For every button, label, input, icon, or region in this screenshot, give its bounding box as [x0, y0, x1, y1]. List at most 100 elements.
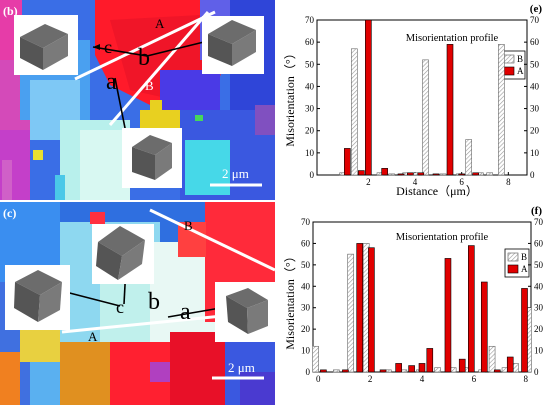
- chart-e-bar-A: [358, 170, 365, 176]
- chart-f-bar-A: [379, 369, 387, 373]
- legend-label-A: A: [521, 264, 528, 274]
- chart-e-svg: (e) Misorientation profile Misorientatio…: [283, 3, 543, 198]
- chart-e-bar-B: [465, 139, 472, 176]
- chart-e-ytick-label-left: 30: [305, 104, 315, 114]
- chart-e-bar-A: [344, 148, 351, 176]
- chart-f-bar-A: [356, 243, 364, 373]
- legend-label-B: B: [521, 252, 527, 262]
- chart-f-ytick-label-right: 50: [534, 260, 544, 270]
- grain-label-a: a: [180, 299, 191, 325]
- chart-e-legend: B A: [500, 50, 526, 80]
- chart-f-bar-A: [368, 247, 375, 373]
- chart-e-bar-B: [422, 59, 429, 176]
- scale-bar-label-b: 2 μm: [222, 166, 249, 181]
- chart-f-ytick-label-right: 70: [534, 217, 544, 227]
- chart-e-bar-B: [498, 44, 505, 176]
- chart-e-bar-A: [432, 173, 440, 176]
- chart-f-bar-B: [312, 345, 319, 373]
- legend-swatch-A: [503, 66, 515, 76]
- chart-e: (e) Misorientation profile Misorientatio…: [277, 0, 550, 200]
- chart-f-xtick-label: 2: [368, 374, 373, 384]
- grain-label-b: b: [138, 45, 150, 71]
- chart-f-bar-A: [493, 369, 501, 373]
- chart-e-bar-B: [439, 173, 447, 176]
- chart-f-bar-A: [458, 358, 466, 373]
- scale-bar-label-c: 2 μm: [228, 360, 255, 375]
- legend-label-B: B: [517, 54, 523, 64]
- line-label-A: A: [88, 329, 98, 344]
- chart-f-ytick-label-left: 0: [306, 367, 311, 377]
- chart-e-ytick-label-right: 60: [530, 37, 540, 47]
- panel-label-e: (e): [530, 3, 543, 15]
- chart-e-ytick-label-right: 40: [530, 81, 540, 91]
- chart-f: (f) Misorientation profile Misorientatio…: [277, 202, 550, 405]
- chart-e-xlabel: Distance（μm）: [396, 184, 478, 198]
- chart-f-ytick-label-left: 10: [301, 346, 311, 356]
- chart-e-xtick-label: 6: [459, 177, 464, 187]
- chart-f-bar-A: [395, 363, 402, 373]
- grain-label-c: c: [116, 297, 124, 317]
- chart-f-xtick-label: 4: [420, 374, 425, 384]
- grain-label-c: c: [104, 37, 112, 57]
- chart-f-bar-A: [521, 288, 528, 373]
- chart-e-bar-A: [458, 173, 465, 176]
- line-label-B: B: [145, 78, 154, 93]
- chart-e-ytick-label-left: 20: [305, 126, 315, 136]
- chart-f-ytick-label-right: 0: [534, 367, 539, 377]
- chart-e-ytick-label-right: 20: [530, 126, 540, 136]
- panel-label-f: (f): [531, 205, 542, 217]
- chart-e-bar-A: [397, 173, 405, 176]
- ebsd-map-b: (b) A B a b c 2 μm: [0, 0, 275, 200]
- chart-e-ytick-label-left: 40: [305, 81, 315, 91]
- chart-f-bar-A: [480, 281, 488, 373]
- chart-e-ytick-label-left: 0: [310, 170, 315, 180]
- chart-f-ytick-label-right: 30: [534, 303, 544, 313]
- chart-e-ylabel: Misorientation（°）: [283, 47, 297, 146]
- chart-e-ytick-label-right: 0: [530, 170, 535, 180]
- chart-f-ytick-label-left: 40: [301, 281, 311, 291]
- chart-f-bar-A: [342, 369, 349, 373]
- chart-f-bar-B: [333, 369, 340, 373]
- chart-e-xtick-label: 2: [366, 177, 371, 187]
- chart-f-bar-A: [408, 365, 415, 373]
- legend-swatch-A: [507, 264, 519, 274]
- line-label-B: B: [184, 218, 193, 233]
- chart-f-ylabel: Misorientation（°）: [283, 250, 297, 349]
- chart-e-ytick-label-left: 10: [305, 148, 315, 158]
- chart-e-bar-A: [472, 172, 479, 176]
- chart-f-bar-A: [468, 245, 475, 373]
- chart-f-ytick-label-left: 20: [301, 324, 311, 334]
- line-label-A: A: [155, 16, 165, 31]
- chart-e-bar-B: [486, 172, 493, 176]
- chart-e-ytick-label-right: 30: [530, 104, 540, 114]
- chart-e-bar-A: [365, 19, 372, 176]
- chart-e-bar-A: [417, 172, 425, 176]
- chart-e-ytick-label-right: 10: [530, 148, 540, 158]
- chart-f-bar-B: [347, 253, 354, 373]
- legend-label-A: A: [517, 66, 524, 76]
- chart-e-bar-A: [381, 168, 388, 176]
- legend-swatch-B: [507, 252, 519, 262]
- chart-f-bar-A: [426, 348, 434, 373]
- chart-f-ytick-label-left: 60: [301, 238, 311, 248]
- panel-label-c: (c): [3, 206, 17, 220]
- chart-e-ytick-label-left: 50: [305, 59, 315, 69]
- chart-f-title: Misorientation profile: [396, 232, 489, 243]
- panel-label-b: (b): [3, 4, 18, 18]
- chart-f-svg: (f) Misorientation profile Misorientatio…: [283, 205, 544, 384]
- chart-f-bar-A: [444, 258, 452, 373]
- chart-e-ytick-label-left: 60: [305, 37, 315, 47]
- chart-f-bar-A: [418, 363, 426, 373]
- chart-f-bar-B: [488, 345, 496, 373]
- chart-e-ytick-label-left: 70: [305, 15, 315, 25]
- chart-e-bar-B: [351, 48, 358, 176]
- chart-f-bar-B: [434, 367, 441, 373]
- legend-swatch-B: [503, 54, 515, 64]
- chart-f-ytick-label-right: 40: [534, 281, 544, 291]
- chart-e-xtick-label: 4: [413, 177, 418, 187]
- chart-f-ytick-label-right: 60: [534, 238, 544, 248]
- chart-e-ytick-label-right: 70: [530, 15, 540, 25]
- chart-f-axes-frame: [312, 221, 532, 373]
- chart-f-legend: B A: [504, 248, 530, 278]
- ebsd-map-c-image: [0, 202, 275, 405]
